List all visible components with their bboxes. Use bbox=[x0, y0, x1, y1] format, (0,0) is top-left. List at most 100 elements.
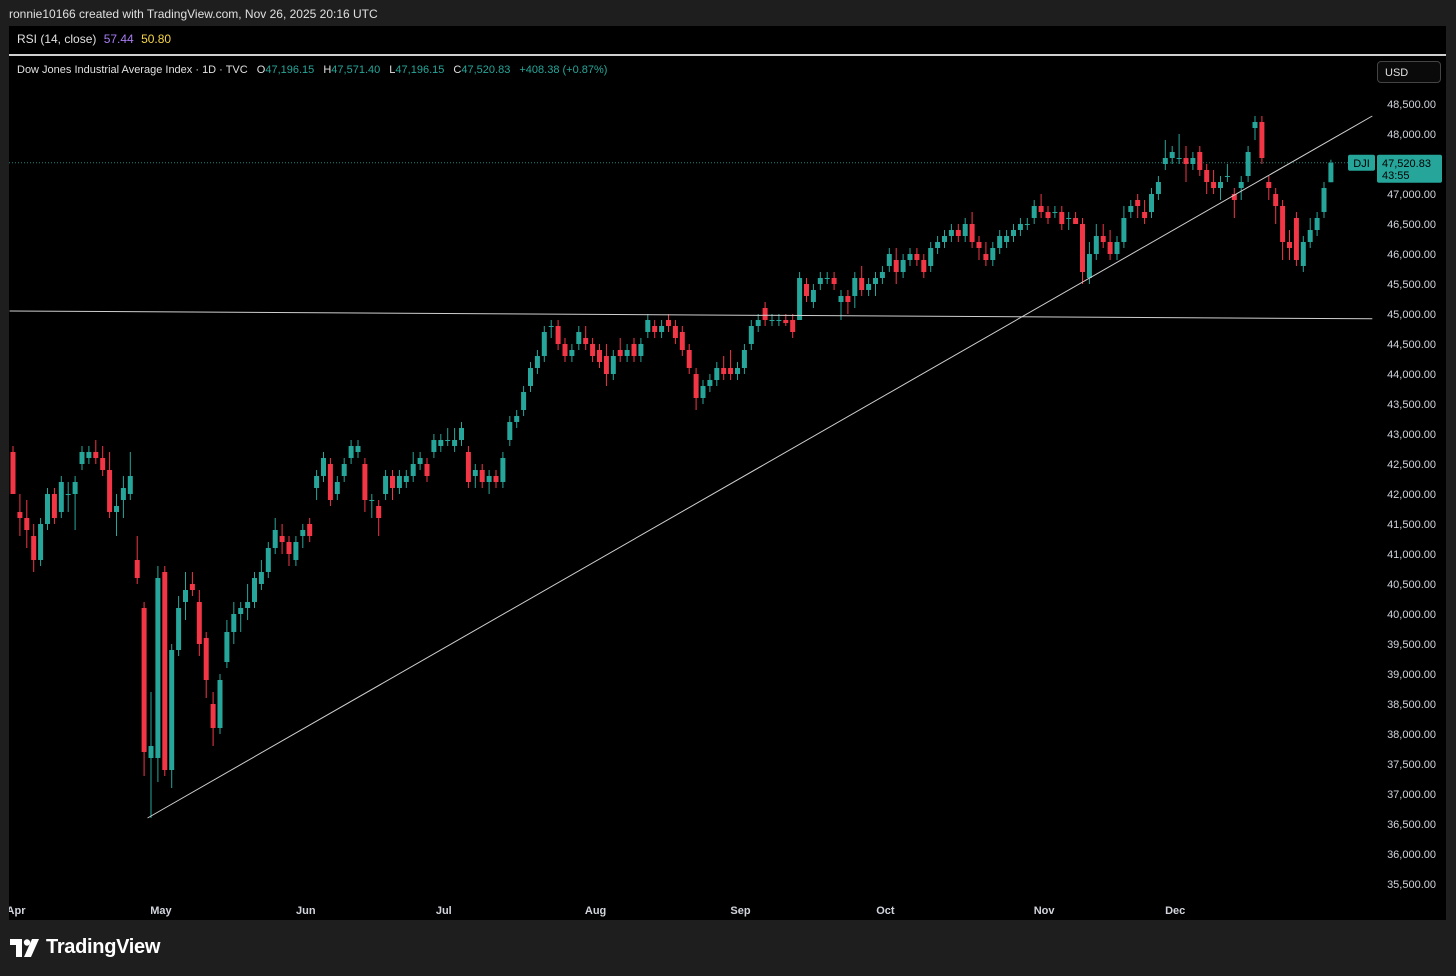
candle-body bbox=[293, 542, 299, 560]
candle-body bbox=[369, 500, 375, 501]
candle-body bbox=[804, 284, 809, 296]
candle-body bbox=[189, 584, 195, 590]
candle-body bbox=[1266, 182, 1272, 188]
candle-body bbox=[403, 476, 409, 482]
candle-body bbox=[1100, 236, 1106, 242]
candle-body bbox=[1031, 206, 1037, 218]
candle-body bbox=[783, 320, 789, 323]
candle-body bbox=[886, 254, 892, 266]
candle-body bbox=[1107, 242, 1113, 254]
x-axis-tick-label: Dec bbox=[1165, 905, 1185, 917]
candle-body bbox=[900, 260, 906, 272]
currency-button[interactable]: USD bbox=[1377, 61, 1441, 83]
candle-body bbox=[1121, 218, 1127, 242]
horizontal-resistance-line bbox=[9, 310, 1373, 320]
candle-body bbox=[231, 614, 237, 632]
candle-body bbox=[645, 320, 651, 332]
candle-body bbox=[548, 326, 554, 327]
y-axis-tick-label: 40,500.00 bbox=[1387, 579, 1436, 591]
x-axis-tick-label: Jul bbox=[436, 905, 452, 917]
candle-body bbox=[845, 296, 851, 302]
candle-body bbox=[355, 446, 361, 452]
candle-body bbox=[679, 332, 685, 350]
candle-body bbox=[341, 464, 347, 476]
candle-body bbox=[183, 590, 188, 602]
y-axis-tick-label: 48,500.00 bbox=[1387, 99, 1436, 111]
symbol-legend[interactable]: Dow Jones Industrial Average Index · 1D … bbox=[17, 64, 607, 76]
candle-body bbox=[1004, 236, 1010, 242]
candle-body bbox=[1052, 212, 1058, 213]
x-axis-tick-label: Aug bbox=[585, 905, 606, 917]
candle-body bbox=[500, 458, 506, 482]
candle-body bbox=[431, 440, 437, 452]
candle-body bbox=[1142, 212, 1148, 218]
open-value: 47,196.15 bbox=[265, 64, 315, 76]
candle-body bbox=[1259, 122, 1265, 158]
candle-body bbox=[265, 548, 271, 572]
candle-body bbox=[203, 638, 209, 680]
price-tag-box bbox=[1377, 154, 1442, 183]
candle-body bbox=[603, 356, 609, 374]
y-axis-tick-label: 40,000.00 bbox=[1387, 609, 1436, 621]
candle-body bbox=[1293, 218, 1299, 260]
candle-body bbox=[459, 428, 464, 440]
candle-body bbox=[817, 278, 823, 284]
x-axis-tick-label: Apr bbox=[9, 905, 26, 917]
candle-body bbox=[672, 326, 678, 338]
candle-body bbox=[224, 632, 230, 662]
y-axis-tick-label: 41,500.00 bbox=[1387, 519, 1436, 531]
candle-body bbox=[1169, 152, 1175, 158]
candle-body bbox=[617, 350, 623, 356]
rsi-indicator-legend[interactable]: RSI (14, close) 57.44 50.80 bbox=[9, 26, 1446, 54]
candle-body bbox=[928, 248, 934, 266]
candle-body bbox=[1280, 206, 1286, 242]
candle-body bbox=[624, 350, 630, 356]
tradingview-logo-text: TradingView bbox=[46, 936, 161, 958]
high-key: H bbox=[323, 64, 332, 76]
candle-body bbox=[1231, 194, 1237, 200]
rsi-value: 57.44 bbox=[103, 32, 134, 46]
x-axis-tick-label: Sep bbox=[730, 905, 750, 917]
candle-body bbox=[590, 344, 596, 356]
candle-body bbox=[390, 476, 395, 488]
candle-body bbox=[824, 278, 830, 279]
y-axis-tick-label: 41,000.00 bbox=[1387, 549, 1436, 561]
created-by-text: ronnie10166 created with TradingView.com… bbox=[9, 7, 378, 21]
candle-body bbox=[707, 380, 713, 386]
candle-body bbox=[1238, 182, 1244, 188]
candle-body bbox=[1176, 158, 1182, 159]
candle-body bbox=[555, 326, 561, 344]
candle-body bbox=[597, 350, 602, 362]
y-axis-tick-label: 35,500.00 bbox=[1387, 879, 1436, 891]
change-value: +408.38 (+0.87%) bbox=[519, 64, 608, 76]
pane-separator[interactable] bbox=[9, 54, 1446, 56]
candle-body bbox=[838, 296, 844, 302]
candlestick-chart[interactable]: 48,500.0048,000.0047,500.0047,000.0046,5… bbox=[9, 56, 1446, 920]
candle-body bbox=[1287, 242, 1292, 248]
candle-body bbox=[521, 392, 527, 410]
candle-body bbox=[252, 578, 257, 602]
candle-body bbox=[921, 260, 927, 272]
candle-body bbox=[217, 680, 223, 728]
candle-body bbox=[914, 254, 920, 260]
candle-body bbox=[1162, 158, 1168, 164]
candle-body bbox=[1328, 162, 1334, 183]
candle-body bbox=[541, 332, 547, 356]
price-chart-pane[interactable]: 48,500.0048,000.0047,500.0047,000.0046,5… bbox=[9, 56, 1446, 920]
candle-body bbox=[810, 290, 816, 302]
candle-body bbox=[969, 224, 975, 242]
candle-body bbox=[1321, 188, 1327, 212]
candle-body bbox=[141, 608, 147, 752]
candle-body bbox=[65, 494, 71, 495]
candle-body bbox=[272, 530, 278, 548]
candle-body bbox=[100, 458, 106, 470]
tradingview-logo[interactable]: TradingView bbox=[10, 936, 160, 959]
candle-body bbox=[107, 470, 113, 512]
candle-body bbox=[348, 446, 354, 458]
candle-body bbox=[762, 308, 768, 320]
y-axis-tick-label: 44,000.00 bbox=[1387, 369, 1436, 381]
candle-body bbox=[1211, 182, 1217, 188]
candle-body bbox=[31, 536, 37, 560]
candle-body bbox=[879, 272, 885, 278]
candle-body bbox=[134, 560, 140, 578]
